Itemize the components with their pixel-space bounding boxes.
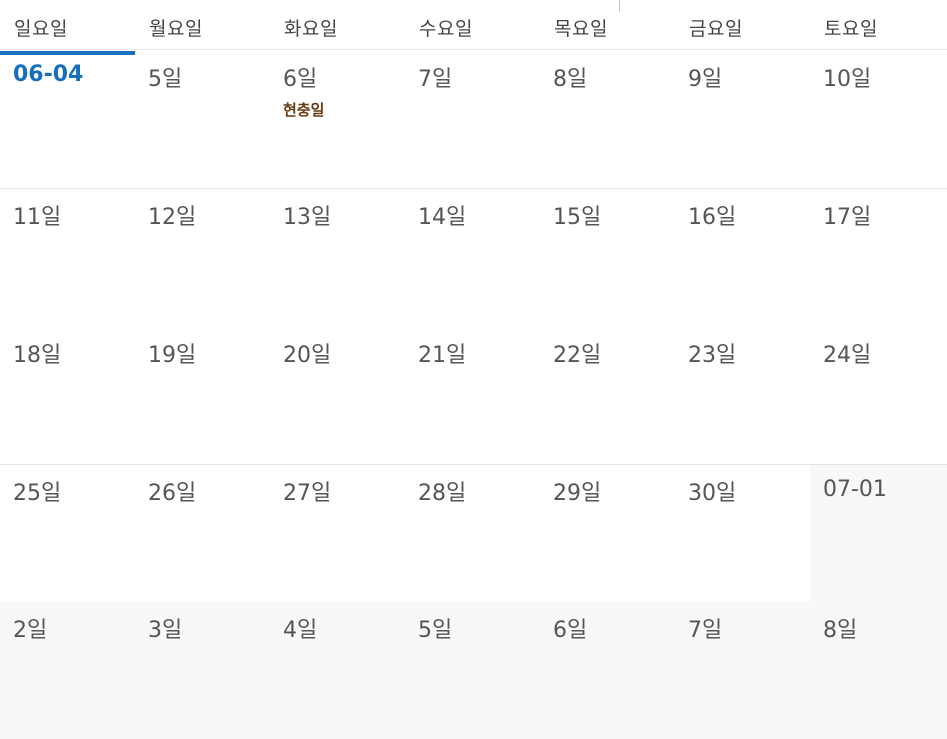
day-number: 13일 (283, 205, 332, 230)
day-cell[interactable]: 29일 (540, 465, 675, 603)
holiday-event[interactable]: 현충일 (283, 101, 325, 119)
week-row-5: 2일 3일 4일 5일 6일 7일 8일 (0, 602, 947, 739)
day-number: 24일 (823, 343, 872, 368)
day-number: 7일 (418, 67, 453, 92)
day-cell-next-month[interactable]: 3일 (135, 602, 270, 739)
day-number: 11일 (13, 205, 62, 230)
day-number: 26일 (148, 481, 197, 506)
weekday-friday: 금요일 (689, 18, 743, 40)
day-number: 29일 (553, 481, 602, 506)
day-cell[interactable]: 23일 (675, 327, 810, 465)
day-number: 10일 (823, 67, 872, 92)
day-number: 6일 (553, 618, 588, 643)
day-number: 27일 (283, 481, 332, 506)
day-number: 8일 (553, 67, 588, 92)
week-row-3: 18일 19일 20일 21일 22일 23일 24일 (0, 327, 947, 465)
weekday-sunday: 일요일 (14, 18, 68, 40)
day-number: 21일 (418, 343, 467, 368)
weekday-header: 일요일 월요일 화요일 수요일 목요일 금요일 토요일 (0, 0, 947, 50)
day-number: 15일 (553, 205, 602, 230)
day-number: 2일 (13, 618, 48, 643)
week-row-1: 06-04 5일 6일 현충일 7일 8일 9일 10일 (0, 51, 947, 189)
weekday-wednesday: 수요일 (419, 18, 473, 40)
day-cell-next-month[interactable]: 07-01 (810, 465, 947, 603)
day-cell[interactable]: 8일 (540, 51, 675, 189)
day-cell[interactable]: 9일 (675, 51, 810, 189)
day-cell[interactable]: 06-04 (0, 51, 135, 189)
month-start-label: 07-01 (823, 477, 887, 502)
day-number: 7일 (688, 618, 723, 643)
day-number: 17일 (823, 205, 872, 230)
day-cell[interactable]: 10일 (810, 51, 947, 189)
day-cell[interactable]: 13일 (270, 189, 405, 327)
day-cell[interactable]: 26일 (135, 465, 270, 603)
day-cell-next-month[interactable]: 2일 (0, 602, 135, 739)
day-number: 5일 (148, 67, 183, 92)
day-number: 18일 (13, 343, 62, 368)
day-number: 23일 (688, 343, 737, 368)
day-cell[interactable]: 28일 (405, 465, 540, 603)
day-cell-next-month[interactable]: 8일 (810, 602, 947, 739)
week-row-4: 25일 26일 27일 28일 29일 30일 07-01 (0, 465, 947, 603)
day-number: 22일 (553, 343, 602, 368)
day-number: 4일 (283, 618, 318, 643)
day-number: 6일 (283, 67, 318, 92)
day-number: 8일 (823, 618, 858, 643)
day-number: 25일 (13, 481, 62, 506)
day-cell[interactable]: 5일 (135, 51, 270, 189)
day-cell-next-month[interactable]: 5일 (405, 602, 540, 739)
day-cell[interactable]: 12일 (135, 189, 270, 327)
day-cell[interactable]: 11일 (0, 189, 135, 327)
today-indicator (0, 51, 135, 55)
day-number: 19일 (148, 343, 197, 368)
day-cell[interactable]: 18일 (0, 327, 135, 465)
day-cell[interactable]: 6일 현충일 (270, 51, 405, 189)
day-cell[interactable]: 15일 (540, 189, 675, 327)
day-cell[interactable]: 21일 (405, 327, 540, 465)
day-number: 28일 (418, 481, 467, 506)
day-number: 9일 (688, 67, 723, 92)
weekday-saturday: 토요일 (824, 18, 878, 40)
day-number: 16일 (688, 205, 737, 230)
day-cell-next-month[interactable]: 6일 (540, 602, 675, 739)
day-number: 12일 (148, 205, 197, 230)
day-cell[interactable]: 7일 (405, 51, 540, 189)
weekday-thursday: 목요일 (554, 18, 608, 40)
day-cell[interactable]: 30일 (675, 465, 810, 603)
weekday-tuesday: 화요일 (284, 18, 338, 40)
day-number: 3일 (148, 618, 183, 643)
day-cell[interactable]: 25일 (0, 465, 135, 603)
day-number: 5일 (418, 618, 453, 643)
day-number-today: 06-04 (13, 62, 84, 87)
day-cell[interactable]: 17일 (810, 189, 947, 327)
day-cell[interactable]: 27일 (270, 465, 405, 603)
day-number: 20일 (283, 343, 332, 368)
day-cell[interactable]: 14일 (405, 189, 540, 327)
day-number: 30일 (688, 481, 737, 506)
day-number: 14일 (418, 205, 467, 230)
day-cell[interactable]: 24일 (810, 327, 947, 465)
day-cell-next-month[interactable]: 7일 (675, 602, 810, 739)
header-divider-tick (619, 0, 620, 12)
day-cell[interactable]: 20일 (270, 327, 405, 465)
day-cell[interactable]: 22일 (540, 327, 675, 465)
day-cell[interactable]: 16일 (675, 189, 810, 327)
day-cell[interactable]: 19일 (135, 327, 270, 465)
weekday-monday: 월요일 (149, 18, 203, 40)
week-row-2: 11일 12일 13일 14일 15일 16일 17일 (0, 189, 947, 327)
day-cell-next-month[interactable]: 4일 (270, 602, 405, 739)
